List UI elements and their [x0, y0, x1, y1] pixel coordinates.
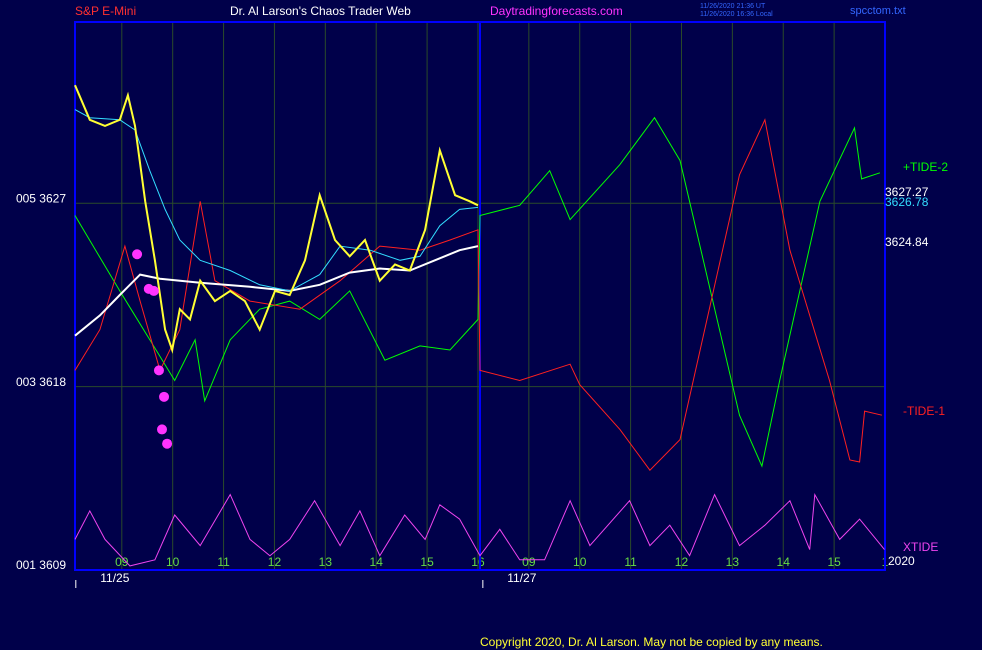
marker-dot — [162, 438, 173, 449]
date-label: 11/25 — [100, 571, 129, 585]
series-line — [74, 492, 885, 567]
x-tick-label: 11 — [217, 555, 230, 569]
copyright: Copyright 2020, Dr. Al Larson. May not b… — [480, 635, 823, 649]
x-tick-label: 10 — [166, 555, 180, 569]
x-tick-label: 12 — [675, 555, 689, 569]
marker-dot — [132, 249, 143, 260]
end-label: XTIDE — [903, 540, 938, 554]
year: 2020 — [888, 554, 915, 568]
series-line — [74, 116, 881, 468]
end-label: -TIDE-1 — [903, 404, 945, 418]
timestamp: 11/26/2020 21:36 UT — [700, 3, 766, 10]
site: Daytradingforecasts.com — [490, 4, 623, 18]
series-line — [74, 84, 479, 354]
x-tick-label: 09 — [522, 555, 536, 569]
y-tick-label: 003 3618 — [16, 375, 66, 389]
chart-title: Dr. Al Larson's Chaos Trader Web — [230, 4, 411, 18]
x-tick-label: 16 — [471, 555, 485, 569]
y-tick-label: 001 3609 — [16, 558, 66, 572]
series-line — [74, 118, 883, 471]
symbol: S&P E-Mini — [75, 4, 136, 18]
x-tick-label: 13 — [319, 555, 333, 569]
end-label: 3627.27 — [885, 185, 929, 199]
end-label: 3624.84 — [885, 235, 929, 249]
date-label: 11/27 — [507, 571, 536, 585]
end-label: 3626.78 — [885, 195, 929, 209]
marker-dot — [159, 391, 170, 402]
end-label: +TIDE-2 — [903, 160, 948, 174]
file-name: spcctom.txt — [850, 5, 906, 17]
y-tick-label: 005 3627 — [16, 191, 66, 205]
x-tick-label: 14 — [777, 555, 791, 569]
x-tick-label: 15 — [827, 555, 841, 569]
x-tick-label: 09 — [115, 555, 129, 569]
marker-dot — [148, 285, 159, 296]
marker-dot — [153, 365, 164, 376]
marker-dot — [157, 424, 168, 435]
x-tick-label: 15 — [420, 555, 434, 569]
timestamp: 11/26/2020 16:36 Local — [700, 11, 773, 18]
x-tick-label: 14 — [370, 555, 384, 569]
x-tick-label: 13 — [726, 555, 740, 569]
x-tick-label: 11 — [624, 555, 637, 569]
x-tick-label: 10 — [573, 555, 587, 569]
x-tick-label: 12 — [268, 555, 282, 569]
